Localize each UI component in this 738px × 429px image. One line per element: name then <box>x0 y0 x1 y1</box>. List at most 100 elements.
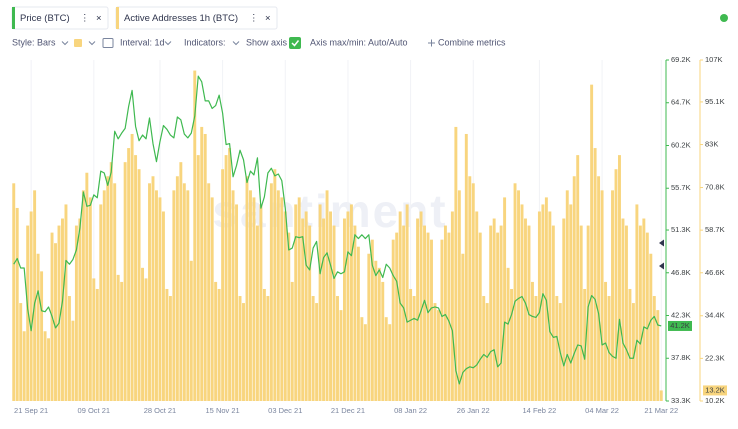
y2-tick-label: 70.8K <box>705 183 725 192</box>
bar <box>572 176 576 401</box>
bar <box>54 243 57 401</box>
current-value-badge <box>668 320 692 331</box>
bar <box>489 225 493 401</box>
y2-tick-label: 10.2K <box>705 396 725 405</box>
bar <box>15 207 19 401</box>
toolbar-item[interactable]: Indicators: <box>184 37 226 47</box>
bar <box>461 253 465 401</box>
bar <box>144 278 148 401</box>
bar <box>377 267 381 401</box>
y-tick-label: 42.3K <box>671 310 691 319</box>
bar <box>43 331 47 401</box>
bar <box>29 211 33 401</box>
tab-close[interactable]: × <box>96 13 102 24</box>
bar <box>530 281 534 401</box>
bar <box>102 190 106 401</box>
bar <box>273 169 277 401</box>
bar <box>416 218 420 401</box>
bar <box>269 183 273 401</box>
bar <box>158 197 162 401</box>
y-tick-label: 37.8K <box>671 353 691 362</box>
bar <box>301 218 305 401</box>
bar <box>78 218 82 401</box>
bar <box>370 239 374 401</box>
bar <box>168 296 172 401</box>
bar <box>635 204 639 401</box>
toolbar-item[interactable]: Interval: 1d <box>120 37 165 47</box>
tab-color <box>116 7 119 29</box>
bar <box>555 296 559 401</box>
bar <box>384 317 388 401</box>
y2-tick-label: 83K <box>705 140 718 149</box>
bar <box>343 218 346 401</box>
bar <box>391 239 395 401</box>
bar <box>624 225 628 401</box>
bar <box>381 281 385 401</box>
tab-close[interactable]: × <box>265 13 271 24</box>
bar <box>308 225 312 401</box>
bar <box>123 162 127 401</box>
bar <box>614 169 618 401</box>
bar <box>524 218 527 401</box>
bar <box>74 225 78 401</box>
bar <box>419 211 423 401</box>
bar <box>642 218 646 401</box>
bar <box>475 211 479 401</box>
bar <box>67 296 71 401</box>
bar <box>412 296 416 401</box>
bar <box>255 225 259 401</box>
x-tick-label: 21 Mar 22 <box>644 406 678 415</box>
bar <box>579 225 583 401</box>
bar <box>259 204 263 401</box>
bar <box>329 211 332 401</box>
tab-menu[interactable]: ⋮ <box>249 13 259 24</box>
bar <box>203 133 207 401</box>
x-tick-label: 09 Oct 21 <box>78 406 111 415</box>
toolbar-item[interactable]: Show axis <box>246 37 288 47</box>
bar <box>22 331 26 401</box>
toolbar-item[interactable]: Combine metrics <box>438 37 506 47</box>
bar <box>464 133 468 401</box>
bar <box>628 288 632 401</box>
toolbar-item[interactable]: Style: Bars <box>12 37 56 47</box>
bar <box>346 211 350 401</box>
bar <box>496 232 500 401</box>
bar <box>499 225 503 401</box>
bar <box>120 281 124 401</box>
bar <box>19 303 23 401</box>
bar <box>33 190 37 401</box>
bar <box>433 303 437 401</box>
bar <box>109 162 113 401</box>
bar <box>182 183 186 401</box>
bar <box>548 211 552 401</box>
bar <box>64 204 68 401</box>
toolbar-item[interactable]: Axis max/min: Auto/Auto <box>310 37 408 47</box>
y-tick-label: 64.7K <box>671 98 691 107</box>
bar <box>520 204 524 401</box>
bar <box>116 274 120 401</box>
bar <box>88 197 92 401</box>
color-swatch[interactable] <box>74 39 82 47</box>
bar <box>12 183 16 401</box>
bar <box>193 70 197 402</box>
x-tick-label: 14 Feb 22 <box>523 406 557 415</box>
bar <box>485 303 489 401</box>
bar <box>569 204 573 401</box>
y-tick-label: 60.2K <box>671 140 691 149</box>
y2-tick-label: 46.6K <box>705 268 725 277</box>
bar <box>332 225 336 401</box>
bar <box>583 288 587 401</box>
checkbox[interactable] <box>289 37 301 49</box>
bar <box>134 155 138 401</box>
axis-marker <box>659 239 664 247</box>
bar <box>155 190 158 401</box>
calendar-icon[interactable] <box>102 38 114 48</box>
tab-menu[interactable]: ⋮ <box>80 13 90 24</box>
bar <box>280 197 284 401</box>
bar <box>590 84 594 401</box>
bar <box>618 155 621 401</box>
y2-tick-label: 107K <box>705 55 723 64</box>
x-tick-label: 03 Dec 21 <box>268 406 302 415</box>
bar <box>40 271 44 401</box>
bar <box>367 253 371 401</box>
